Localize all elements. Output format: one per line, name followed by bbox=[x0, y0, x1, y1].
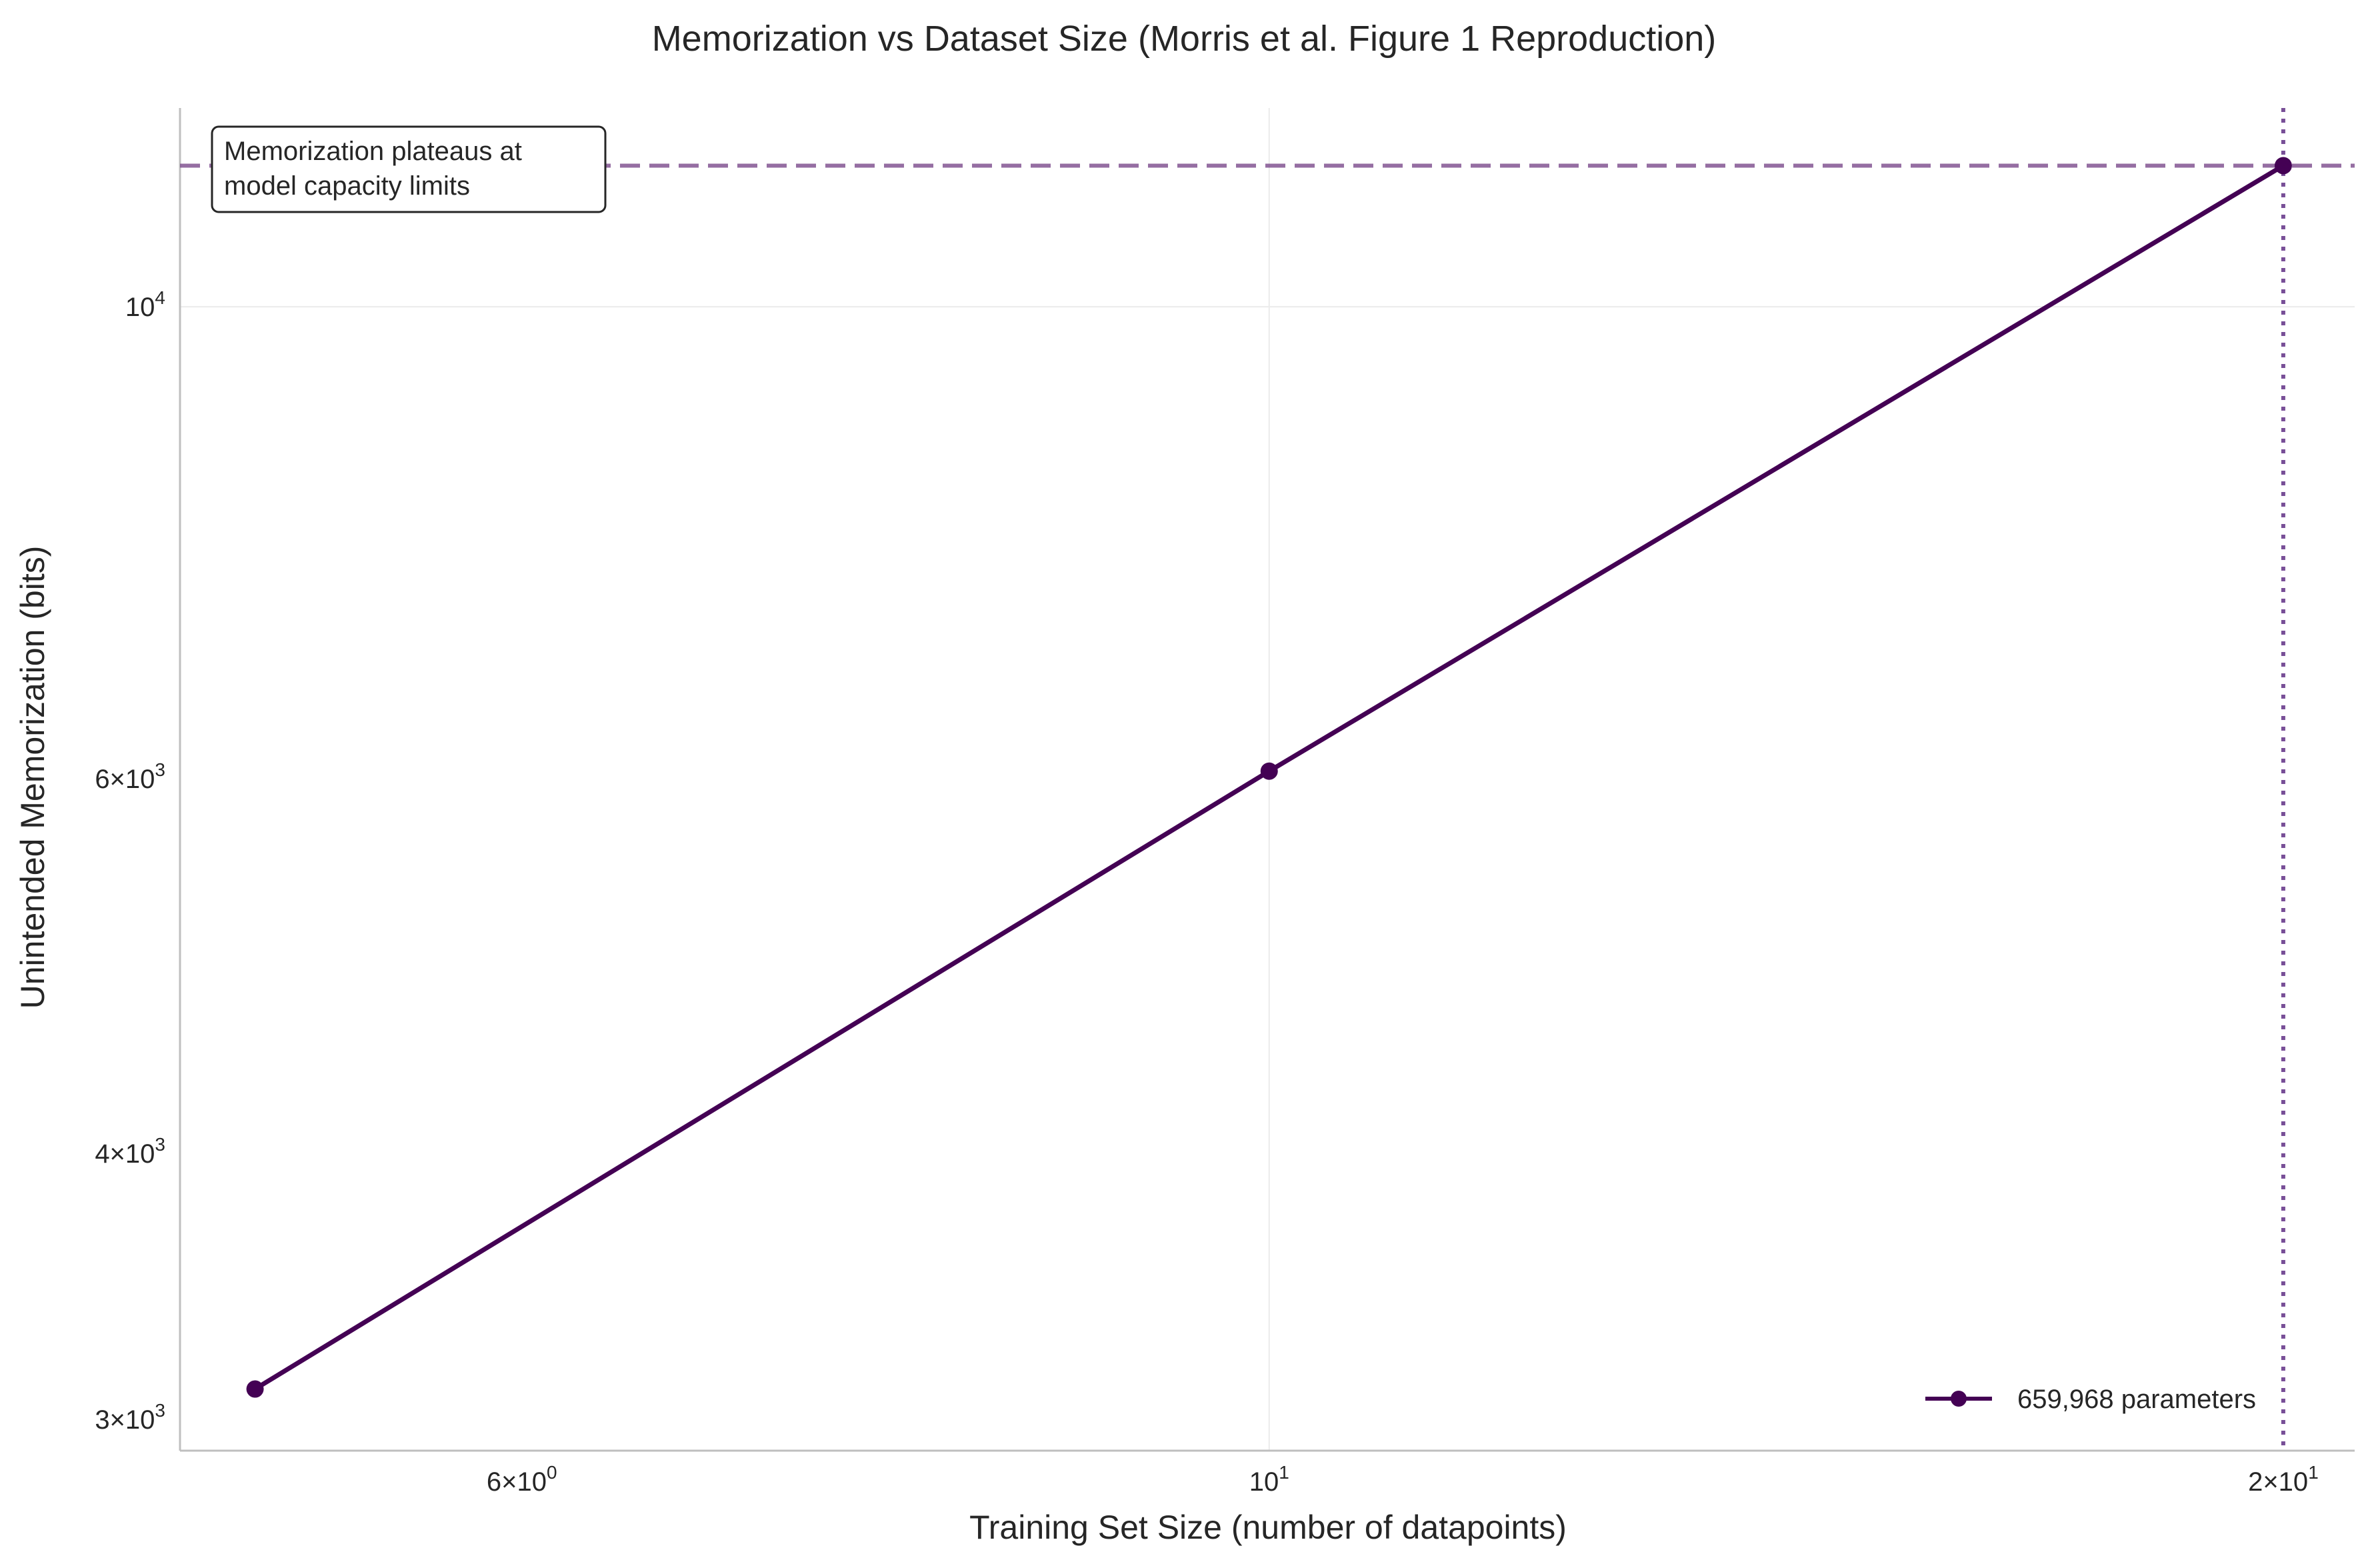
y-tick-label: 3×103 bbox=[95, 1400, 165, 1435]
y-tick-label: 104 bbox=[125, 287, 165, 322]
x-tick-labels: 6×100 101 2×101 bbox=[487, 1462, 2319, 1497]
annotation-line-1: Memorization plateaus at bbox=[224, 137, 522, 166]
annotation-box: Memorization plateaus at model capacity … bbox=[211, 125, 607, 213]
chart-title: Memorization vs Dataset Size (Morris et … bbox=[652, 19, 1717, 59]
series-layer bbox=[246, 157, 2292, 1398]
data-point bbox=[2274, 157, 2292, 175]
x-tick-label: 101 bbox=[1249, 1462, 1289, 1497]
axes bbox=[179, 108, 2355, 1452]
y-tick-label: 6×103 bbox=[95, 759, 165, 794]
y-tick-label: 4×103 bbox=[95, 1134, 165, 1169]
annotation-line-2: model capacity limits bbox=[224, 171, 470, 201]
data-point bbox=[1260, 762, 1278, 780]
legend-label: 659,968 parameters bbox=[2017, 1385, 2256, 1414]
y-axis-label: Unintended Memorization (bits) bbox=[14, 546, 51, 1009]
annotation-frame bbox=[211, 125, 607, 213]
legend-marker bbox=[1951, 1391, 1967, 1407]
x-tick-label: 6×100 bbox=[487, 1462, 557, 1497]
legend: 659,968 parameters bbox=[1925, 1385, 2256, 1414]
data-point bbox=[246, 1380, 264, 1398]
x-tick-label: 2×101 bbox=[2248, 1462, 2319, 1497]
x-axis-label: Training Set Size (number of datapoints) bbox=[969, 1509, 1567, 1546]
y-tick-labels: 3×103 4×103 6×103 104 bbox=[95, 287, 165, 1435]
